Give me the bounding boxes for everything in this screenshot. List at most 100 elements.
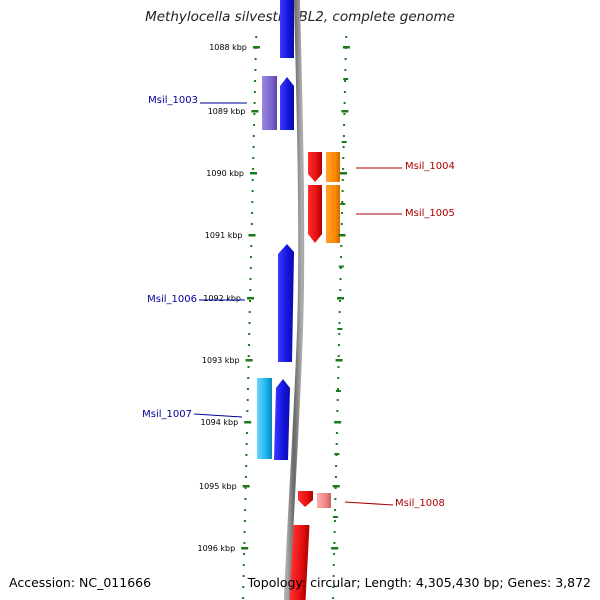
- guide-dot: [332, 586, 335, 588]
- genome-stats-text: Topology: circular; Length: 4,305,430 bp…: [247, 575, 591, 590]
- gene-labels: Msil_1003 Msil_1004 Msil_1005 Msil_1006 Msil…: [142, 95, 455, 509]
- guide-dot: [343, 113, 346, 115]
- guide-dot: [342, 146, 345, 148]
- gene-msil-1007-arrow: [274, 379, 290, 460]
- guide-dot: [339, 300, 341, 302]
- guide-dot: [338, 311, 341, 313]
- gene-msil-1005-arrow: [308, 185, 322, 243]
- guide-dot: [338, 322, 341, 324]
- guide-dot: [245, 465, 248, 467]
- tick-label: 1090 kbp: [206, 169, 244, 178]
- guide-dot: [253, 102, 256, 104]
- tick-mark-left: [242, 485, 250, 488]
- tick-mark-left: [251, 110, 259, 113]
- tick-label: 1096 kbp: [197, 544, 235, 553]
- guide-dot: [342, 168, 345, 170]
- guide-dot: [245, 432, 248, 434]
- guide-dot: [248, 344, 250, 346]
- guide-dot: [244, 476, 247, 478]
- tick-mark-left: [248, 234, 256, 237]
- gene-msil-1008-pink: [317, 493, 331, 508]
- guide-dot: [334, 476, 337, 478]
- guide-dot: [342, 135, 345, 137]
- guide-dot: [334, 498, 337, 500]
- guide-dot: [336, 388, 339, 390]
- guide-dot: [243, 520, 246, 522]
- guide-dot: [333, 520, 336, 522]
- guide-dot: [254, 80, 257, 82]
- guide-dot: [253, 124, 256, 126]
- guide-dot: [343, 91, 346, 93]
- guide-dot: [341, 190, 344, 192]
- guide-dot: [246, 388, 249, 390]
- tick-mark-right: [335, 359, 343, 362]
- gene-msil-1005-orange: [326, 185, 340, 243]
- guide-dot: [253, 91, 256, 93]
- guide-dot: [251, 212, 254, 214]
- guide-dot: [242, 597, 245, 599]
- tick-mark-minor: [334, 453, 340, 455]
- tick-mark-right: [340, 172, 347, 175]
- tick-mark-right: [331, 547, 339, 550]
- guide-dot: [334, 487, 337, 489]
- guide-dot: [336, 399, 339, 401]
- tick-mark-minor: [340, 203, 346, 205]
- tick-mark-right: [342, 46, 350, 49]
- guide-dot: [254, 58, 257, 60]
- gene-msil-1003-arrow: [280, 77, 294, 130]
- gene-msil-1004-orange: [326, 152, 340, 182]
- guide-dot: [339, 267, 342, 269]
- guide-dot: [243, 531, 246, 533]
- tick-mark-left: [241, 547, 249, 550]
- guide-dot: [333, 531, 336, 533]
- tick-label: 1092 kbp: [203, 294, 241, 303]
- gene-arrow-bottom-red: [289, 525, 310, 600]
- guide-dot: [333, 542, 336, 544]
- guide-dot: [341, 212, 344, 214]
- guide-dot: [244, 498, 247, 500]
- guide-dot: [245, 443, 248, 445]
- tick-mark-right: [334, 421, 342, 424]
- guide-dot: [247, 366, 250, 368]
- guide-dot: [332, 564, 335, 566]
- guide-dot: [252, 168, 255, 170]
- gene-label: Msil_1005: [405, 208, 455, 219]
- guide-dot: [247, 377, 250, 379]
- gene-label: Msil_1003: [148, 95, 198, 106]
- gene-msil-1003-lavender: [262, 76, 277, 130]
- gene-msil-1007-cyan: [257, 378, 272, 459]
- guide-dot: [340, 245, 343, 247]
- guide-dot: [337, 366, 340, 368]
- guide-dot: [251, 201, 254, 203]
- guide-dot: [332, 597, 335, 599]
- guide-dot: [249, 300, 251, 302]
- guide-dot: [334, 509, 337, 511]
- guide-dot: [343, 124, 346, 126]
- tick-mark-right: [337, 297, 344, 300]
- guide-dot: [248, 322, 251, 324]
- tick-mark-minor: [343, 78, 349, 80]
- gene-label: Msil_1004: [405, 161, 455, 172]
- tick-mark-minor: [332, 516, 338, 518]
- gene-label: Msil_1006: [147, 294, 197, 305]
- tick-mark-left: [244, 421, 252, 424]
- tick-mark-right: [341, 110, 349, 113]
- guide-dot: [254, 69, 257, 71]
- gene-msil-1006-arrow: [278, 244, 294, 362]
- guide-dot: [340, 223, 343, 225]
- tick-label: 1095 kbp: [199, 482, 237, 491]
- guide-dot: [344, 80, 347, 82]
- guide-dot: [244, 487, 247, 489]
- guide-dot: [342, 157, 345, 159]
- guide-dot: [247, 355, 250, 357]
- guide-dot: [251, 190, 254, 192]
- guide-dot: [337, 377, 340, 379]
- tick-label: 1093 kbp: [202, 356, 240, 365]
- guide-dot: [249, 267, 252, 269]
- guide-dot: [255, 36, 258, 38]
- guide-dot: [337, 355, 340, 357]
- guide-dot: [252, 135, 255, 137]
- gene-arrow-top-blue: [280, 0, 294, 58]
- tick-mark-left: [252, 46, 260, 49]
- guide-dot: [335, 443, 338, 445]
